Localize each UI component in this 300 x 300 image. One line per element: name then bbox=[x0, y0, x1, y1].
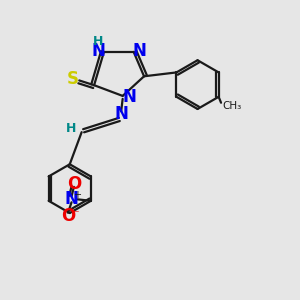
Text: N: N bbox=[91, 42, 105, 60]
Text: N: N bbox=[114, 105, 128, 123]
Text: S: S bbox=[67, 70, 79, 88]
Text: H: H bbox=[93, 35, 103, 48]
Text: O: O bbox=[67, 175, 81, 193]
Text: CH₃: CH₃ bbox=[223, 101, 242, 111]
Text: N: N bbox=[64, 190, 79, 208]
Text: H: H bbox=[66, 122, 77, 135]
Text: N: N bbox=[122, 88, 136, 106]
Text: +: + bbox=[73, 190, 81, 200]
Text: N: N bbox=[133, 42, 146, 60]
Text: ⁻: ⁻ bbox=[72, 208, 79, 221]
Text: O: O bbox=[61, 207, 75, 225]
